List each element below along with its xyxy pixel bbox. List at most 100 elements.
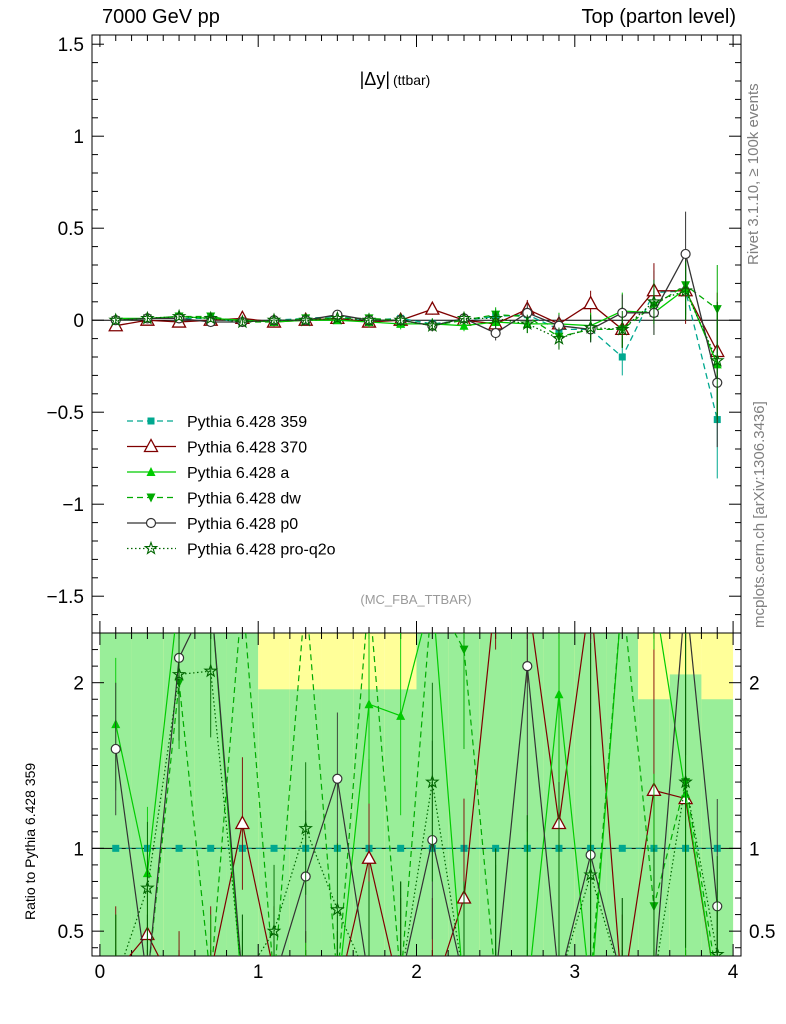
data-point [488,310,504,325]
ratio-y-tick-label: 1 [73,839,84,860]
data-point [329,310,345,325]
legend-marker [145,517,157,529]
series-pythia-6-428-370 [108,257,725,411]
rivet-version-note: Rivet 3.1.10, ≥ 100k events [745,83,762,265]
data-point [490,327,501,339]
main-y-tick-label: −0.5 [46,403,84,424]
ratio-point [112,844,120,852]
main-y-tick-label: −1.5 [46,587,84,608]
header-energy: 7000 GeV pp [102,6,220,28]
ratio-point [234,815,250,830]
legend-label: Pythia 6.428 pro-q2o [187,542,336,559]
data-point [425,317,440,332]
ratio-y-tick-label-right: 1 [749,839,760,860]
legend-entry: Pythia 6.428 370 [127,438,307,457]
ratio-y-tick-label-right: 0.5 [749,922,775,943]
legend-label: Pythia 6.428 a [187,465,289,482]
series-pythia-6-428-p0 [110,211,723,448]
legend-label: Pythia 6.428 370 [187,440,307,457]
series-line [115,290,718,352]
legend-entry: Pythia 6.428 p0 [127,516,298,533]
legend-label: Pythia 6.428 dw [187,491,301,508]
legend-marker [146,493,156,503]
data-point [583,295,599,310]
ratio-point [678,774,693,789]
data-point [171,308,187,323]
data-point [298,312,314,327]
series-line [115,290,718,420]
data-point [646,294,662,309]
main-y-tick-label: 1 [73,127,84,148]
x-tick-label: 3 [570,962,581,983]
main-y-tick-label: 1.5 [58,35,84,56]
ratio-y-tick-label-right: 2 [749,674,760,695]
ratio-line [123,670,718,956]
data-point [266,312,282,327]
data-point [614,321,630,336]
header-process: Top (parton level) [581,6,736,28]
data-point [361,312,377,327]
ratio-point [110,743,121,755]
ratio-point [522,661,533,672]
legend-label: Pythia 6.428 p0 [187,516,298,533]
data-point [203,310,218,325]
ratio-point [554,689,564,699]
ratio-axis-label: Ratio to Pythia 6.428 359 [22,762,38,920]
plot-subtitle: (ttbar) [393,72,430,88]
series-pythia-6-428-pro-q2o [108,261,725,420]
legend-entry: Pythia 6.428 359 [127,414,307,431]
legend-marker [146,467,156,476]
ratio-point [364,699,374,709]
x-tick-label: 0 [95,962,106,983]
main-y-tick-label: 0.5 [58,219,84,240]
series-line [115,252,718,383]
main-panel-series [108,211,725,479]
data-point [393,312,409,327]
data-point [520,316,535,331]
legend-entry: Pythia 6.428 dw [127,491,301,508]
legend-label: Pythia 6.428 359 [187,414,307,431]
ratio-point [207,844,215,852]
data-point [456,310,472,325]
series-pythia-6-428-dw [111,255,722,354]
legend-marker [143,540,159,555]
ratio-point [329,901,345,916]
data-point [678,283,693,297]
series-line [115,287,718,365]
series-pythia-6-428-a [111,259,722,424]
ratio-panel-series [110,633,725,956]
ratio-line [149,633,714,956]
data-point [235,314,250,329]
ratio-point [583,867,598,882]
data-point [108,312,124,327]
mcplots-reference-note: mcplots.cern.ch [arXiv:1306.3436] [751,401,768,628]
data-point [424,300,440,315]
ratio-point [140,880,155,895]
ratio-point [266,923,282,938]
ratio-point [298,820,313,835]
ratio-line [128,633,712,956]
data-point [680,248,691,260]
ratio-point [618,844,626,852]
plot-title: |Δy| [360,69,390,89]
ratio-point [459,645,469,655]
analysis-tag: (MC_FBA_TTBAR) [360,592,471,607]
data-point [140,310,155,325]
x-tick-label: 1 [253,962,264,983]
ratio-point [175,844,183,852]
data-point [618,353,626,361]
ratio-pythia-6-428-pro-q2o [115,633,725,956]
data-point [709,353,725,367]
x-tick-label: 4 [728,962,739,983]
ratio-point [397,844,405,852]
data-point [583,319,598,334]
ratio-point [332,773,343,784]
ratio-point [709,946,725,956]
ratio-point [361,849,377,864]
legend-entry: Pythia 6.428 a [127,465,289,482]
legend-marker [143,438,159,453]
legend-entry: Pythia 6.428 pro-q2o [127,540,336,559]
x-tick-label: 2 [411,962,422,983]
ratio-point [396,710,406,720]
